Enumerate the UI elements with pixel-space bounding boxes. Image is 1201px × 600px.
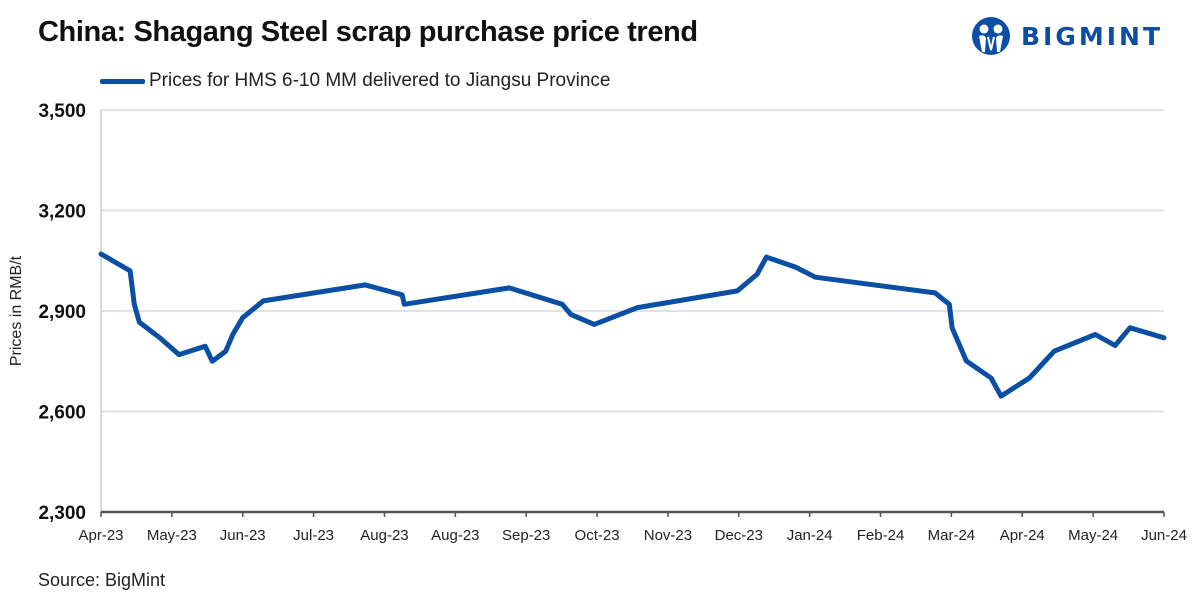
x-tick-label: Nov-23 — [644, 527, 692, 544]
series-line — [98, 251, 1167, 399]
y-axis-ticks: 2,300 2,600 2,900 3,200 3,500 — [38, 101, 86, 524]
legend-swatch — [100, 78, 145, 84]
x-tick-label: Jul-23 — [293, 527, 334, 544]
y-tick-label: 3,500 — [38, 101, 86, 122]
x-tick-label: Aug-23 — [360, 527, 408, 544]
x-tick-label: May-23 — [147, 527, 197, 544]
y-tick-label: 2,300 — [38, 503, 86, 524]
x-tick-label: May-24 — [1068, 527, 1118, 544]
y-tick-label: 2,900 — [38, 302, 86, 323]
bigmint-people-logo-icon — [972, 17, 1010, 55]
x-tick-label: Jan-24 — [787, 527, 833, 544]
y-axis-label: Prices in RMB/t — [8, 255, 25, 366]
x-tick-label: Dec-23 — [715, 527, 763, 544]
y-tick-label: 2,600 — [38, 403, 86, 424]
x-tick-label: Sep-23 — [502, 527, 550, 544]
series-layer — [98, 251, 1167, 399]
legend: Prices for HMS 6-10 MM delivered to Jian… — [100, 70, 610, 92]
chart-title: China: Shagang Steel scrap purchase pric… — [38, 16, 698, 48]
x-tick-label: Apr-23 — [78, 527, 123, 544]
legend-label: Prices for HMS 6-10 MM delivered to Jian… — [149, 70, 611, 91]
x-tick-label: Feb-24 — [857, 527, 905, 544]
x-tick-label: Aug-23 — [431, 527, 479, 544]
x-axis: Apr-23 May-23 Jun-23 Jul-23 Aug-23 Aug-23 Sep-… — [78, 510, 1187, 544]
x-tick-label: Jun-23 — [220, 527, 266, 544]
bigmint-logo: BIGMINT — [971, 16, 1163, 56]
x-tick-label: Apr-24 — [1000, 527, 1045, 544]
x-tick-label: Jun-24 — [1141, 527, 1187, 544]
x-tick-label: Oct-23 — [575, 527, 620, 544]
x-tick-label: Mar-24 — [928, 527, 976, 544]
y-tick-label: 3,200 — [38, 202, 86, 223]
logo-text: BIGMINT — [1021, 21, 1164, 51]
source-note: Source: BigMint — [38, 570, 166, 590]
